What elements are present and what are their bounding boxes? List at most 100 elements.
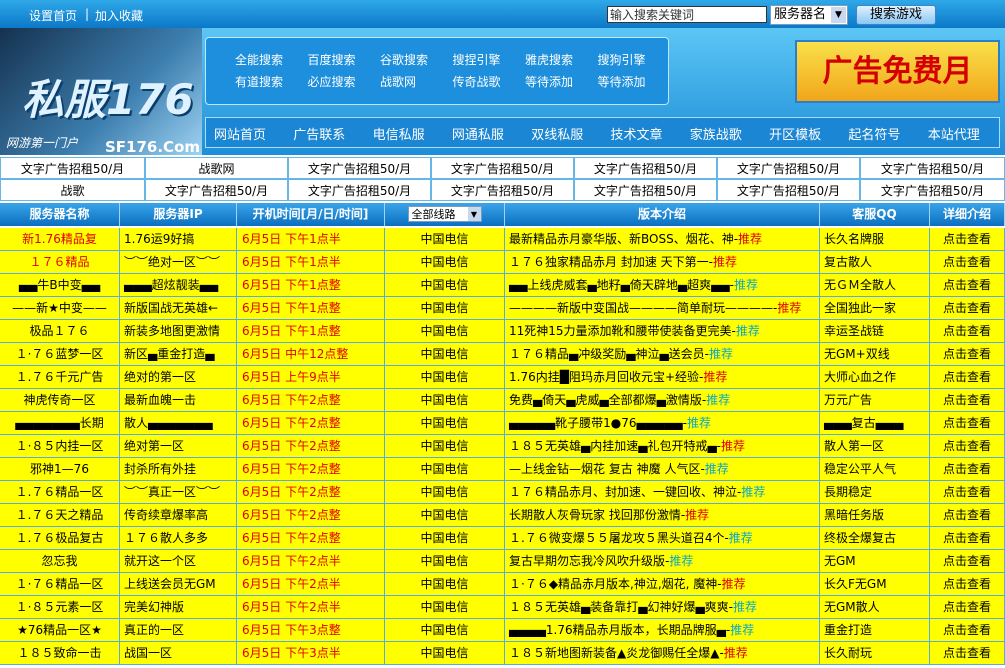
search-link[interactable]: 全能搜索 (235, 53, 284, 67)
intro-cell: １.７６微变爆５５屠龙攻５黑头道召4个-推荐 (505, 527, 820, 550)
search-link[interactable]: 雅虎搜索 (525, 53, 574, 67)
text-ad[interactable]: 文字广告招租50/月 (717, 157, 860, 179)
detail-link[interactable]: 点击查看 (930, 619, 1005, 642)
detail-link[interactable]: 点击查看 (930, 435, 1005, 458)
name-cell[interactable]: １·７６蓝梦一区 (0, 343, 120, 366)
detail-link[interactable]: 点击查看 (930, 343, 1005, 366)
detail-link[interactable]: 点击查看 (930, 642, 1005, 665)
text-ad[interactable]: 战歌网 (145, 157, 288, 179)
nav-link[interactable]: 家族战歌 (689, 128, 742, 143)
detail-link[interactable]: 点击查看 (930, 596, 1005, 619)
name-cell[interactable]: １.７６极品复古 (0, 527, 120, 550)
intro: １７６精品赤月、封加速、一键回收、神泣- (509, 485, 742, 499)
search-link[interactable]: 百度搜索 (307, 53, 356, 67)
name-cell[interactable]: ▄▄▄▄▄▄▄长期 (0, 412, 120, 435)
text-ad[interactable]: 战歌 (0, 179, 145, 201)
name-cell[interactable]: １.７６精品一区 (0, 481, 120, 504)
search-link[interactable]: 等待添加 (525, 75, 574, 89)
detail-link[interactable]: 点击查看 (930, 228, 1005, 251)
qq-cell: 稳定公平人气 (820, 458, 930, 481)
name-cell[interactable]: １.７６天之精品 (0, 504, 120, 527)
detail-link[interactable]: 点击查看 (930, 458, 1005, 481)
nav-link[interactable]: 起名符号 (848, 128, 901, 143)
server-select[interactable]: 服务器名 ▼ (770, 5, 848, 25)
name-cell[interactable]: 极品１７６ (0, 320, 120, 343)
line-cell: 中国电信 (385, 389, 505, 412)
time-cell: 6月5日 下午3点半 (237, 642, 385, 665)
name-cell[interactable]: 神虎传奇一区 (0, 389, 120, 412)
detail-link[interactable]: 点击查看 (930, 527, 1005, 550)
intro: 最新精品赤月豪华版、新BOSS、烟花、神- (509, 232, 739, 246)
name-cell[interactable]: ▄▄牛B中变▄▄ (0, 274, 120, 297)
text-ad[interactable]: 文字广告招租50/月 (145, 179, 288, 201)
name-cell[interactable]: １８５致命一击 (0, 642, 120, 665)
name-cell[interactable]: 新1.76精品复 (0, 228, 120, 251)
nav-link[interactable]: 双线私服 (531, 128, 584, 143)
name-cell[interactable]: ★76精品一区★ (0, 619, 120, 642)
home-link[interactable]: 设置首页 (29, 9, 78, 23)
search-link[interactable]: 搜狗引擎 (597, 53, 646, 67)
nav-link[interactable]: 开区模板 (769, 128, 822, 143)
nav-bar: 网站首页 广告联系 电信私服 网通私服 双线私服 技术文章 家族战歌 开区模板 起名符号 本站代理 (205, 117, 1000, 148)
search-link[interactable]: 有道搜索 (235, 75, 284, 89)
detail-link[interactable]: 点击查看 (930, 481, 1005, 504)
detail-link[interactable]: 点击查看 (930, 297, 1005, 320)
name-cell[interactable]: １·７６精品一区 (0, 573, 120, 596)
recommend-tag: 推荐 (777, 301, 802, 315)
detail-link[interactable]: 点击查看 (930, 251, 1005, 274)
detail-link[interactable]: 点击查看 (930, 504, 1005, 527)
nav-link[interactable]: 本站代理 (927, 128, 980, 143)
name-cell[interactable]: １·８５元素一区 (0, 596, 120, 619)
detail-link[interactable]: 点击查看 (930, 274, 1005, 297)
search-link[interactable]: 搜捏引擎 (452, 53, 501, 67)
search-link[interactable]: 等待添加 (597, 75, 646, 89)
name-cell[interactable]: １７６精品 (0, 251, 120, 274)
text-ad[interactable]: 文字广告招租50/月 (431, 157, 574, 179)
text-ad[interactable]: 文字广告招租50/月 (574, 179, 717, 201)
line-cell: 中国电信 (385, 228, 505, 251)
favorite-link[interactable]: 加入收藏 (95, 9, 144, 23)
detail-link[interactable]: 点击查看 (930, 550, 1005, 573)
nav-link[interactable]: 技术文章 (610, 128, 663, 143)
qq-cell: 无GM+双线 (820, 343, 930, 366)
text-ad[interactable]: 文字广告招租50/月 (717, 179, 860, 201)
search-button[interactable]: 搜索游戏 (856, 5, 936, 25)
recommend-tag: 推荐 (741, 485, 766, 499)
detail-link[interactable]: 点击查看 (930, 412, 1005, 435)
text-ad[interactable]: 文字广告招租50/月 (288, 179, 431, 201)
text-ad[interactable]: 文字广告招租50/月 (860, 179, 1005, 201)
search-link[interactable]: 必应搜索 (307, 75, 356, 89)
nav-link[interactable]: 网站首页 (214, 128, 267, 143)
intro-cell: ————新版中变国战————简单耐玩————-推荐 (505, 297, 820, 320)
text-ad[interactable]: 文字广告招租50/月 (860, 157, 1005, 179)
text-ad[interactable]: 文字广告招租50/月 (431, 179, 574, 201)
name-cell[interactable]: ——新★中变—— (0, 297, 120, 320)
detail-link[interactable]: 点击查看 (930, 573, 1005, 596)
search-link[interactable]: 战歌网 (380, 75, 417, 89)
detail-link[interactable]: 点击查看 (930, 389, 1005, 412)
ip-cell: ︶︶真正一区︶︶ (120, 481, 237, 504)
search-input[interactable]: 输入搜索关键词 (607, 6, 767, 23)
search-link[interactable]: 谷歌搜索 (380, 53, 429, 67)
intro: １·７６◆精品赤月版本,神泣,烟花, 魔神- (509, 577, 722, 591)
name-cell[interactable]: １·８５内挂一区 (0, 435, 120, 458)
nav-link[interactable]: 电信私服 (372, 128, 425, 143)
text-ad[interactable]: 文字广告招租50/月 (0, 157, 145, 179)
search-link[interactable]: 传奇战歌 (452, 75, 501, 89)
ad-banner[interactable]: 广告免费月 (795, 40, 1000, 103)
ip-cell: 战国一区 (120, 642, 237, 665)
ip-cell: 完美幻神版 (120, 596, 237, 619)
line-select[interactable]: 全部线路 ▼ (407, 206, 482, 222)
time-cell: 6月5日 下午2点整 (237, 527, 385, 550)
detail-link[interactable]: 点击查看 (930, 366, 1005, 389)
qq-cell: 黑暗任务版 (820, 504, 930, 527)
text-ad[interactable]: 文字广告招租50/月 (288, 157, 431, 179)
text-ad[interactable]: 文字广告招租50/月 (574, 157, 717, 179)
name-cell[interactable]: 忽忘我 (0, 550, 120, 573)
nav-link[interactable]: 网通私服 (451, 128, 504, 143)
detail-link[interactable]: 点击查看 (930, 320, 1005, 343)
name-cell[interactable]: １.７６千元广告 (0, 366, 120, 389)
separator: | (85, 7, 90, 21)
nav-link[interactable]: 广告联系 (293, 128, 346, 143)
name-cell[interactable]: 邪神1—76 (0, 458, 120, 481)
